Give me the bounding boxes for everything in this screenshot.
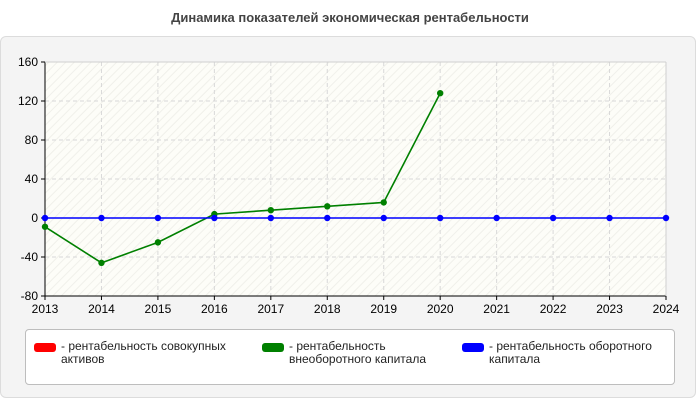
series-line-1 <box>44 92 441 264</box>
y-tick-label: 80 <box>25 133 39 147</box>
legend-label: - рентабельность оборотного капитала <box>489 339 652 366</box>
legend-label: - рентабельность совокупных активов <box>61 339 226 366</box>
data-point-1 <box>267 207 275 214</box>
data-point-1 <box>380 199 387 206</box>
data-point-2 <box>324 214 331 222</box>
data-point-2 <box>436 214 444 222</box>
x-tick-label: 2016 <box>201 302 228 316</box>
data-point-2 <box>98 214 105 222</box>
data-point-2 <box>380 214 387 222</box>
data-point-2 <box>662 214 670 222</box>
chart-title: Динамика показателей экономическая рента… <box>171 10 529 25</box>
y-tick-label: -80 <box>21 289 39 303</box>
y-tick-label: 120 <box>18 94 38 108</box>
x-tick-label: 2023 <box>596 302 623 316</box>
legend: - рентабельность совокупных активов - ре… <box>25 329 675 385</box>
data-point-2 <box>211 214 218 222</box>
x-tick-label: 2022 <box>540 302 567 316</box>
y-tick-label: -40 <box>21 250 39 264</box>
x-tick-label: 2015 <box>145 302 172 316</box>
data-point-2 <box>549 214 557 222</box>
x-tick-label: 2019 <box>370 302 397 316</box>
y-tick-label: 0 <box>31 211 38 225</box>
series-group <box>41 90 670 267</box>
data-point-1 <box>98 259 105 267</box>
data-point-1 <box>41 223 49 230</box>
y-tick-label: 40 <box>25 172 39 186</box>
data-point-1 <box>324 203 331 210</box>
x-tick-label: 2018 <box>314 302 341 316</box>
axes <box>41 61 667 300</box>
data-point-2 <box>154 214 162 222</box>
data-point-1 <box>154 239 162 246</box>
legend-swatch-green <box>262 343 284 352</box>
data-point-2 <box>493 214 500 222</box>
x-tick-label: 2013 <box>32 302 59 316</box>
legend-swatch-blue <box>462 343 484 352</box>
x-tick-label: 2024 <box>653 302 680 316</box>
x-tick-label: 2014 <box>88 302 115 316</box>
x-tick-label: 2017 <box>257 302 284 316</box>
tick-labels: -80 -40 0 40 80 120 160 2013 2014 2015 2016 2017 201… <box>18 55 680 316</box>
y-tick-label: 160 <box>18 55 38 69</box>
data-point-1 <box>436 90 444 97</box>
x-tick-label: 2021 <box>483 302 510 316</box>
data-point-2 <box>267 214 275 222</box>
data-point-2 <box>41 214 49 222</box>
data-point-2 <box>606 214 613 222</box>
legend-swatch-red <box>34 343 56 352</box>
legend-label: - рентабельность внеоборотного капитала <box>289 339 426 366</box>
x-tick-label: 2020 <box>427 302 454 316</box>
